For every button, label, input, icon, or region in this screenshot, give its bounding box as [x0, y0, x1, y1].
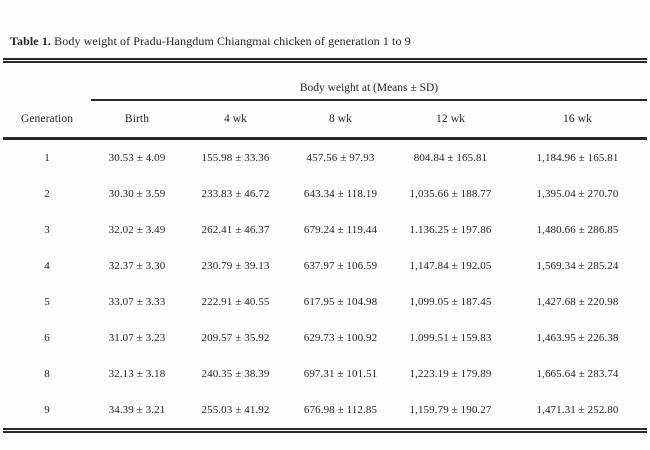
- value-cell: 637.97 ± 106.59: [303, 260, 378, 272]
- value-cell: 30.30 ± 3.59: [108, 188, 166, 200]
- generation-cell: 6: [44, 332, 50, 344]
- generation-cell: 4: [44, 260, 50, 272]
- value-cell: 1,463.95 ± 226.38: [536, 332, 619, 344]
- value-cell: 34.39 ± 3.21: [108, 404, 166, 416]
- value-cell: 32.37 ± 3.30: [108, 260, 166, 272]
- header-row: Generation Birth 4 wk 8 wk 12 wk 16 wk: [3, 101, 647, 137]
- value-cell: 233.83 ± 46.72: [201, 188, 270, 200]
- value-cell: 240.35 ± 38.39: [201, 368, 270, 380]
- value-cell: 804.84 ± 165.81: [413, 152, 488, 164]
- value-cell: 32.13 ± 3.18: [108, 368, 166, 380]
- generation-cell: 2: [44, 188, 50, 200]
- value-cell: 1,427.68 ± 220.98: [536, 296, 619, 308]
- spanner-row: Body weight at (Means ± SD): [3, 63, 647, 101]
- value-cell: 33.07 ± 3.33: [108, 296, 166, 308]
- table-row: 1 30.53 ± 4.09 155.98 ± 33.36 457.56 ± 97.9…: [3, 140, 647, 176]
- generation-cell: 8: [44, 368, 50, 380]
- value-cell: 629.73 ± 100.92: [303, 332, 378, 344]
- value-cell: 1,665.64 ± 283.74: [536, 368, 619, 380]
- column-header: Generation: [20, 113, 74, 125]
- value-cell: 697.31 ± 101.51: [303, 368, 378, 380]
- table-row: 5 33.07 ± 3.33 222.91 ± 40.55 617.95 ± 104.…: [3, 284, 647, 320]
- column-header: 16 wk: [563, 113, 592, 125]
- value-cell: 262.41 ± 46.37: [201, 224, 270, 236]
- generation-cell: 3: [44, 224, 50, 236]
- table-caption-label: Table 1.: [10, 34, 52, 48]
- table-row: 6 31.07 ± 3.23 209.57 ± 35.92 629.73 ± 100.…: [3, 320, 647, 356]
- value-cell: 255.03 ± 41.92: [201, 404, 270, 416]
- table-caption: Table 1. Body weight of Pradu-Hangdum Ch…: [10, 34, 411, 49]
- value-cell: 230.79 ± 39.13: [201, 260, 270, 272]
- value-cell: 1,035.66 ± 188.77: [409, 188, 492, 200]
- generation-cell: 1: [44, 152, 50, 164]
- value-cell: 676.98 ± 112.85: [303, 404, 378, 416]
- value-cell: 30.53 ± 4.09: [108, 152, 166, 164]
- value-cell: 222.91 ± 40.55: [201, 296, 270, 308]
- value-cell: 1,159.79 ± 190.27: [409, 404, 492, 416]
- value-cell: 1,223.19 ± 179.89: [409, 368, 492, 380]
- table-row: 4 32.37 ± 3.30 230.79 ± 39.13 637.97 ± 106.…: [3, 248, 647, 284]
- spanner-spacer: [3, 63, 91, 101]
- table-caption-text: Body weight of Pradu-Hangdum Chiangmai c…: [51, 34, 411, 48]
- column-header: Birth: [124, 113, 150, 125]
- generation-cell: 9: [44, 404, 50, 416]
- value-cell: 1.136.25 ± 197.86: [409, 224, 492, 236]
- data-table: Body weight at (Means ± SD) Generation Bi…: [3, 58, 647, 433]
- value-cell: 31.07 ± 3.23: [108, 332, 166, 344]
- value-cell: 679.24 ± 119.44: [303, 224, 378, 236]
- table-bottom-rule: [3, 428, 647, 433]
- column-header: 4 wk: [223, 113, 248, 125]
- table-body: 1 30.53 ± 4.09 155.98 ± 33.36 457.56 ± 97.9…: [3, 140, 647, 428]
- value-cell: 617.95 ± 104.98: [303, 296, 378, 308]
- value-cell: 1,395.04 ± 270.70: [536, 188, 619, 200]
- value-cell: 457.56 ± 97.93: [306, 152, 375, 164]
- value-cell: 209.57 ± 35.92: [201, 332, 270, 344]
- generation-cell: 5: [44, 296, 50, 308]
- column-header: 12 wk: [436, 113, 465, 125]
- value-cell: 155.98 ± 33.36: [201, 152, 270, 164]
- value-cell: 32.02 ± 3.49: [108, 224, 166, 236]
- header-bottom-rule: [3, 137, 647, 140]
- value-cell: 643.34 ± 118.19: [303, 188, 378, 200]
- column-header: 8 wk: [328, 113, 353, 125]
- value-cell: 1,184.96 ± 165.81: [536, 152, 619, 164]
- table-row: 3 32.02 ± 3.49 262.41 ± 46.37 679.24 ± 119.…: [3, 212, 647, 248]
- value-cell: 1.099.51 ± 159.83: [409, 332, 492, 344]
- value-cell: 1,569.34 ± 285.24: [536, 260, 619, 272]
- value-cell: 1,471.31 ± 252.80: [536, 404, 619, 416]
- value-cell: 1,099.05 ± 187.45: [409, 296, 492, 308]
- spanner-header: Body weight at (Means ± SD): [91, 63, 647, 101]
- table-row: 8 32.13 ± 3.18 240.35 ± 38.39 697.31 ± 101.…: [3, 356, 647, 392]
- table-row: 2 30.30 ± 3.59 233.83 ± 46.72 643.34 ± 118.…: [3, 176, 647, 212]
- value-cell: 1,147.84 ± 192.05: [409, 260, 492, 272]
- table-top-rule: [3, 58, 647, 63]
- value-cell: 1,480.66 ± 286.85: [536, 224, 619, 236]
- table-row: 9 34.39 ± 3.21 255.03 ± 41.92 676.98 ± 112.…: [3, 392, 647, 428]
